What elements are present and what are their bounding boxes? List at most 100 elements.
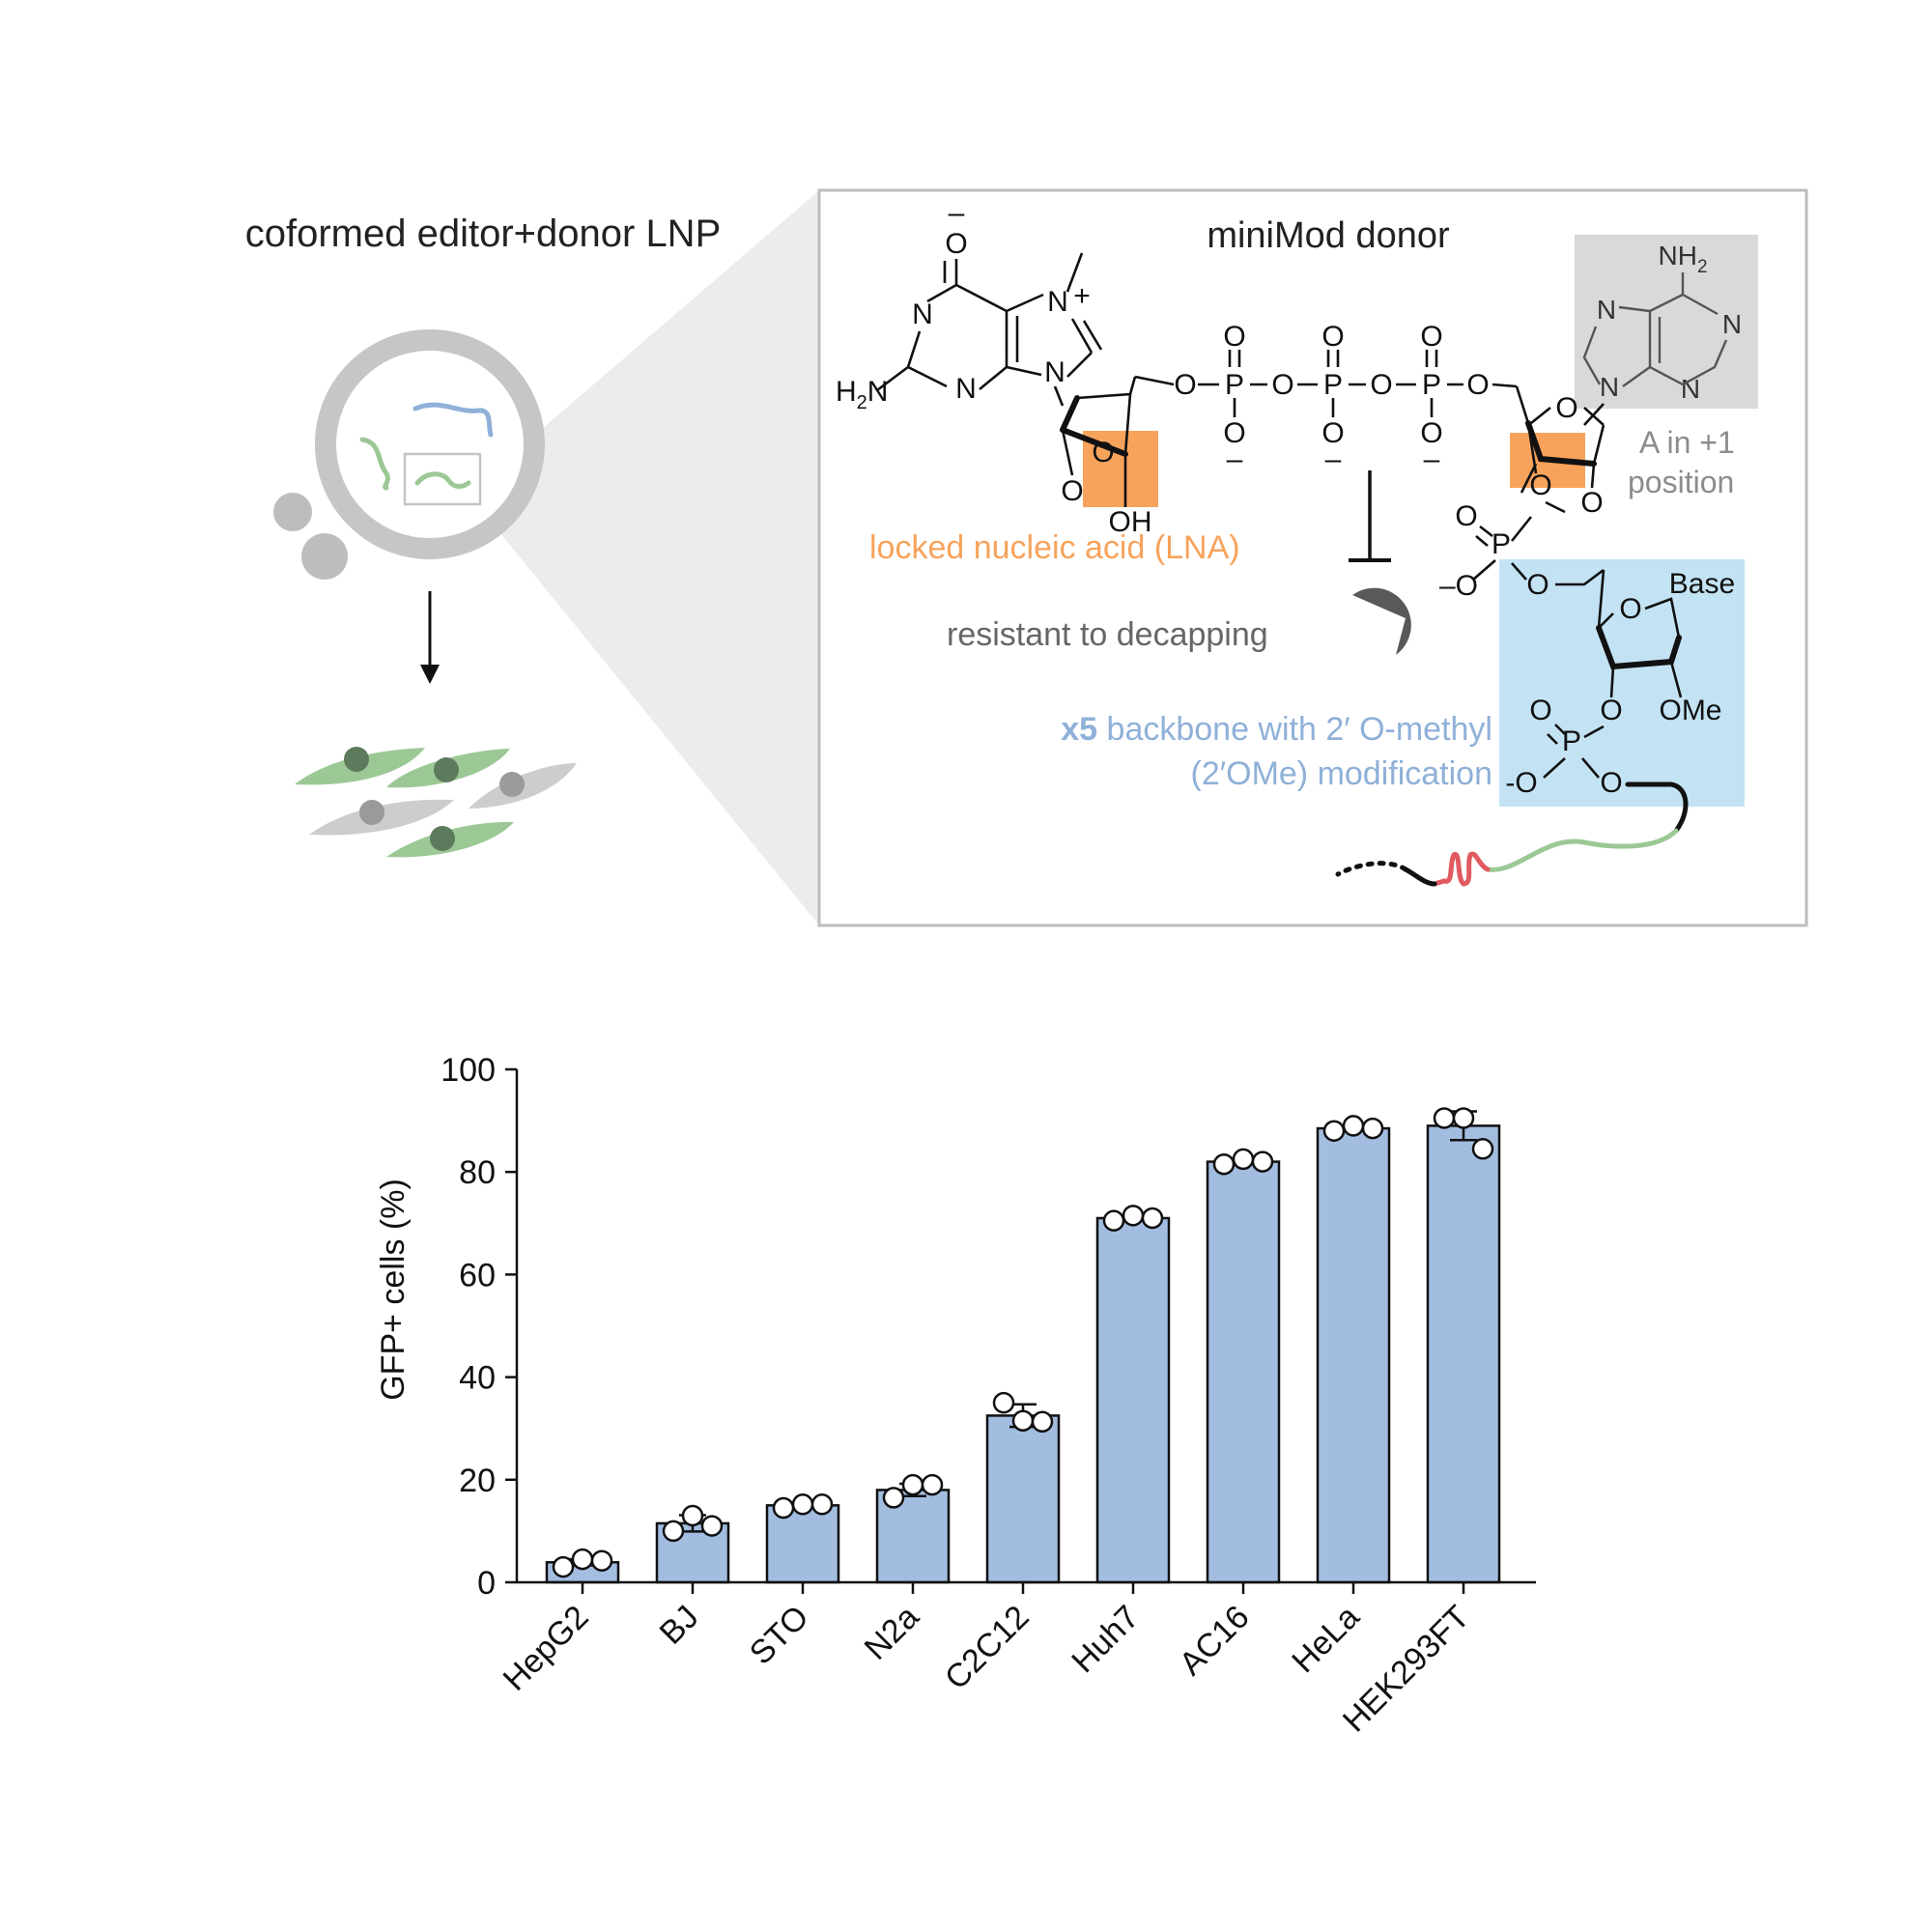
adenine-plus1: NH2 N N N N A in +1 position <box>1582 241 1742 499</box>
atom-n: N <box>1597 295 1616 325</box>
atom-o: O <box>1580 487 1603 519</box>
x-tick-label: Huh7 <box>1065 1599 1146 1680</box>
charge-minus: – <box>949 197 965 229</box>
donor-title: miniMod donor <box>1207 215 1450 256</box>
lnp-title: coformed editor+donor LNP <box>245 213 722 255</box>
atom-oh: OH <box>1109 506 1152 538</box>
atom-o: O <box>1271 369 1293 401</box>
replicate-point <box>1031 1410 1054 1434</box>
replicate-point <box>1251 1151 1274 1173</box>
x-tick-label: STO <box>743 1599 816 1672</box>
x-tick-label: HeLa <box>1285 1599 1366 1680</box>
lna-label: locked nucleic acid (LNA) <box>869 529 1240 566</box>
atom-minus-o: -O <box>1505 767 1537 799</box>
y-tick-label: 100 <box>440 1052 496 1089</box>
y-axis: 0 20 40 60 80 100 <box>440 1052 519 1602</box>
replicate-point <box>1322 1120 1346 1142</box>
atom-n: N <box>1722 309 1742 339</box>
atom-nh2: NH2 <box>1658 241 1707 277</box>
replicate-point <box>1433 1107 1456 1129</box>
lna-sugar-right: O O O <box>1515 385 1605 519</box>
lnp-particle <box>315 329 545 559</box>
replicate-point <box>1361 1117 1384 1140</box>
replicate-point <box>552 1555 575 1578</box>
atom-n: N <box>912 298 933 330</box>
replicate-point <box>791 1493 814 1516</box>
zoom-funnel <box>479 190 819 925</box>
ome-highlight-box <box>1499 559 1745 807</box>
backbone-label-line1: x5 backbone with 2′ O-methyl <box>1061 711 1492 748</box>
a-pos-line2: position <box>1628 465 1734 499</box>
bar-chart: 0 20 40 60 80 100 HepG2 BJ STO N2a C2C12 Huh7 AC16 H… <box>375 1052 1536 1740</box>
bar <box>1095 1216 1171 1584</box>
charge-minus: – <box>1424 443 1440 475</box>
atom-p: P <box>1323 369 1343 401</box>
charge-minus: – <box>1325 443 1342 475</box>
replicate-point <box>590 1549 613 1572</box>
charge-minus: – <box>1227 443 1243 475</box>
replicate-point <box>810 1493 834 1516</box>
bar <box>1426 1124 1501 1584</box>
atom-o: O <box>1619 593 1641 625</box>
atom-o: O <box>1555 392 1577 424</box>
zoom-box <box>403 452 482 506</box>
bars <box>545 1124 1501 1584</box>
donor-hairpin-red <box>1432 851 1491 887</box>
donor-tail-black-2 <box>1403 867 1437 887</box>
atom-o: O <box>1600 767 1622 799</box>
atom-o: O <box>1529 695 1551 726</box>
atom-minus-o: –O <box>1439 570 1478 602</box>
adenine-highlight-box <box>1575 235 1758 409</box>
atom-o: O <box>1420 321 1442 353</box>
replicate-point <box>901 1473 924 1496</box>
x-tick-label: N2a <box>858 1599 926 1667</box>
cell-nucleus <box>499 772 525 797</box>
donor-tail-dotted <box>1335 861 1408 877</box>
backbone-label-line2: (2′OMe) modification <box>1191 755 1492 792</box>
triphosphate-bridge: O P O P O P O O O O O O O – – – <box>1174 321 1518 475</box>
replicate-point <box>921 1473 944 1496</box>
lnp-small-bubble-2 <box>301 533 348 580</box>
atom-p: P <box>1225 369 1244 401</box>
replicate-points <box>552 1107 1494 1578</box>
x-tick-label: HepG2 <box>497 1599 596 1698</box>
replicate-point <box>571 1548 594 1571</box>
atom-n: N <box>955 373 977 405</box>
replicate-point <box>882 1487 905 1509</box>
lna-sugar-left: O O OH <box>1053 375 1175 538</box>
replicate-point <box>772 1496 795 1520</box>
replicate-point <box>1471 1138 1494 1160</box>
atom-o: O <box>1223 417 1245 449</box>
atom-base: Base <box>1669 568 1735 600</box>
atom-p: P <box>1492 528 1511 560</box>
atom-p: P <box>1422 369 1441 401</box>
atom-o: O <box>1174 369 1196 401</box>
donor-tail-black <box>1625 781 1689 834</box>
bar <box>985 1414 1061 1584</box>
atom-o: O <box>1420 417 1442 449</box>
atom-n-plus: N <box>1047 286 1068 318</box>
replicate-point <box>1452 1107 1475 1129</box>
replicate-point <box>1141 1207 1164 1230</box>
donor-strand-1 <box>359 437 390 491</box>
charge-plus: + <box>1073 280 1091 312</box>
replicate-point <box>1011 1409 1035 1432</box>
replicate-point <box>681 1504 704 1527</box>
atom-n: N <box>1600 372 1619 402</box>
arrow-down-icon <box>420 665 440 684</box>
cell-nucleus <box>430 826 455 851</box>
atom-o: O <box>1526 569 1548 601</box>
cap-guanine: O – N + N N N H2N <box>836 197 1103 413</box>
replicate-point <box>1212 1152 1236 1176</box>
atom-h2n: H2N <box>836 376 888 413</box>
decap-label: resistant to decapping <box>947 616 1268 653</box>
atom-o: O <box>1061 475 1083 507</box>
replicate-point <box>992 1391 1015 1414</box>
a-pos-line1: A in +1 <box>1639 425 1735 460</box>
atom-o: O <box>1529 469 1551 501</box>
atom-ome: OMe <box>1659 695 1721 726</box>
replicate-point <box>1342 1115 1365 1137</box>
atom-o: O <box>1455 500 1477 532</box>
